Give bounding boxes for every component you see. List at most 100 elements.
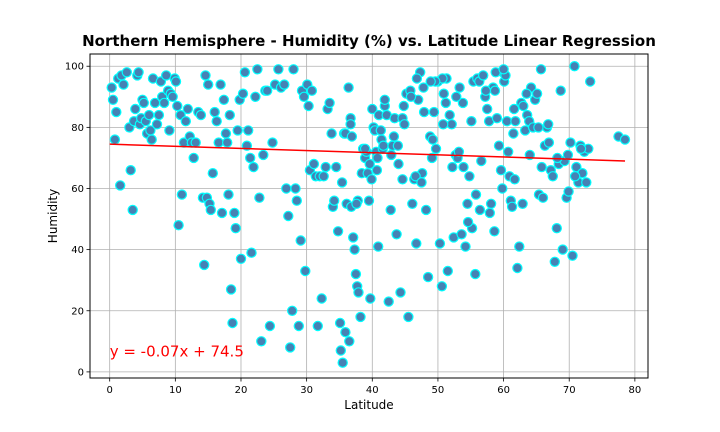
- x-axis: 0 10 20 30 40 50 60 70 80: [107, 378, 642, 396]
- data-point: [254, 192, 265, 203]
- data-point: [326, 128, 337, 139]
- data-point: [258, 149, 269, 161]
- data-point: [346, 131, 358, 142]
- data-point: [127, 204, 138, 216]
- data-point: [295, 235, 306, 246]
- data-point: [133, 67, 144, 78]
- data-point: [281, 183, 292, 194]
- data-point: [416, 177, 427, 188]
- data-point: [555, 85, 566, 96]
- data-point: [367, 103, 378, 115]
- data-point: [182, 103, 193, 115]
- data-point: [425, 76, 436, 87]
- data-point: [458, 161, 469, 173]
- data-point: [364, 158, 375, 170]
- data-point: [485, 198, 497, 209]
- data-point: [508, 128, 519, 139]
- data-point: [106, 82, 117, 93]
- data-point: [264, 320, 276, 332]
- data-point: [151, 119, 163, 130]
- data-point: [180, 115, 191, 127]
- data-point: [474, 204, 486, 216]
- data-point: [446, 119, 457, 130]
- data-point: [340, 327, 351, 338]
- data-point: [480, 85, 492, 96]
- data-point: [335, 345, 346, 356]
- data-point: [143, 109, 155, 121]
- data-point: [267, 137, 278, 148]
- data-point: [397, 174, 408, 185]
- x-tick-label: 30: [300, 385, 313, 396]
- data-point: [456, 229, 467, 240]
- data-point: [215, 79, 226, 90]
- data-point: [562, 149, 574, 161]
- data-point: [531, 88, 543, 99]
- data-point: [510, 115, 521, 127]
- data-point: [466, 115, 477, 127]
- y-tick-label: 80: [71, 123, 84, 134]
- data-point: [363, 195, 375, 206]
- data-point: [211, 115, 222, 127]
- data-point: [334, 317, 346, 329]
- data-point: [242, 125, 254, 136]
- data-point: [536, 161, 547, 173]
- data-point: [557, 244, 568, 255]
- data-point: [118, 79, 129, 90]
- data-point: [107, 94, 119, 106]
- data-point: [221, 137, 233, 148]
- x-tick-label: 50: [432, 385, 445, 396]
- data-point: [438, 88, 449, 99]
- data-point: [351, 198, 362, 209]
- data-point: [256, 336, 267, 347]
- data-point: [244, 152, 256, 164]
- data-point: [482, 103, 493, 115]
- data-point: [246, 247, 257, 258]
- data-point: [503, 146, 514, 157]
- data-point: [537, 192, 549, 203]
- data-point: [160, 70, 172, 81]
- data-point: [167, 91, 178, 103]
- data-point: [451, 91, 462, 103]
- data-point: [375, 125, 386, 136]
- data-point: [388, 131, 400, 142]
- data-point: [444, 109, 455, 121]
- data-point: [438, 119, 449, 130]
- data-point: [239, 67, 251, 78]
- data-point: [207, 167, 218, 179]
- data-point: [130, 103, 141, 115]
- data-point: [158, 97, 170, 109]
- data-point: [195, 109, 207, 121]
- data-point: [508, 103, 520, 115]
- data-point: [250, 91, 261, 103]
- data-point: [329, 195, 340, 206]
- data-point: [316, 293, 327, 304]
- x-tick-label: 60: [497, 385, 510, 396]
- x-tick-label: 80: [629, 385, 642, 396]
- data-point: [470, 268, 481, 280]
- data-point: [567, 250, 578, 261]
- data-point: [349, 244, 360, 255]
- data-point: [565, 137, 576, 148]
- data-point: [324, 97, 335, 109]
- data-point: [262, 85, 273, 96]
- data-point: [173, 219, 184, 231]
- y-tick-label: 40: [71, 245, 84, 256]
- x-tick-label: 0: [107, 385, 113, 396]
- x-tick-label: 40: [366, 385, 379, 396]
- data-point: [205, 204, 216, 216]
- data-point: [308, 158, 320, 170]
- data-point: [232, 125, 243, 136]
- data-point: [514, 241, 525, 252]
- data-point: [343, 82, 354, 93]
- data-point: [293, 320, 304, 332]
- plot-area: [89, 53, 649, 379]
- data-point: [300, 265, 311, 277]
- data-point: [411, 73, 423, 84]
- y-tick-label: 60: [71, 184, 84, 195]
- data-point: [489, 85, 501, 96]
- data-point: [569, 171, 581, 182]
- y-axis: 0 20 40 60 80 100: [65, 62, 90, 378]
- data-point: [336, 177, 348, 188]
- data-point: [426, 152, 438, 164]
- data-point: [355, 311, 366, 323]
